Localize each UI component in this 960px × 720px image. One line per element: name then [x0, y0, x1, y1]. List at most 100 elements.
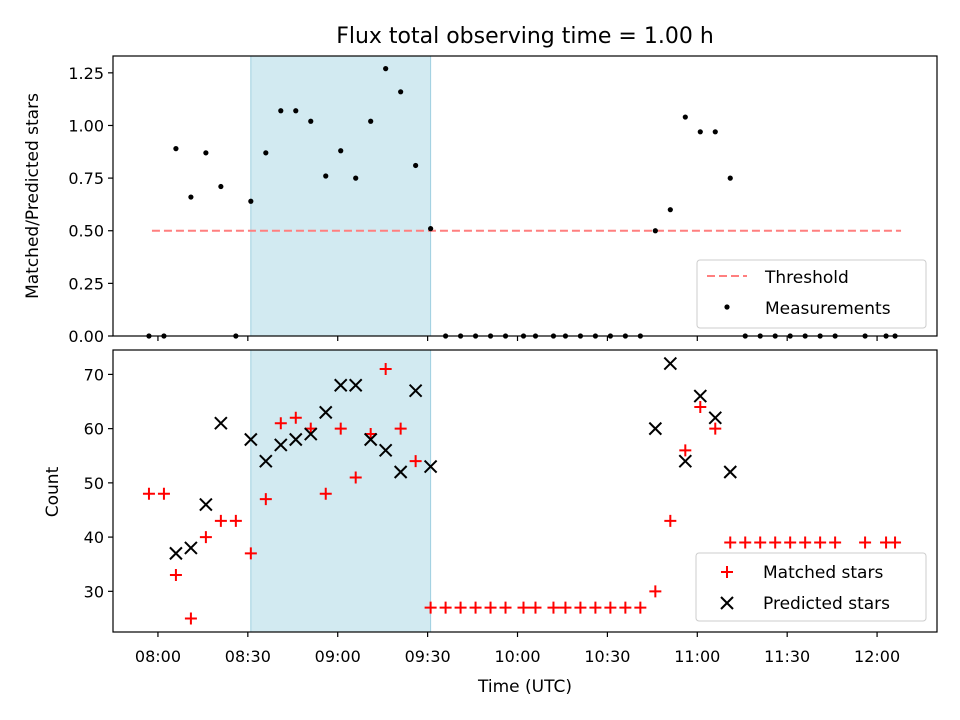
predicted-star-point	[723, 465, 737, 479]
measurement-point	[413, 162, 419, 169]
y-tick-label: 0.25	[68, 274, 104, 293]
measurement-point	[682, 114, 688, 120]
matched-star-point	[304, 422, 317, 435]
matched-star-point	[244, 547, 257, 560]
measurement-point	[188, 194, 194, 200]
matched-star-point	[739, 536, 752, 549]
matched-star-point	[769, 536, 782, 549]
matched-star-point	[364, 428, 377, 441]
matched-star-point	[547, 601, 560, 614]
matched-star-point	[709, 422, 722, 435]
x-tick-label: 11:30	[764, 647, 810, 666]
chart-title: Flux total observing time = 1.00 h	[336, 24, 714, 49]
matched-star-point	[259, 493, 272, 506]
matched-star-point	[214, 514, 227, 527]
predicted-star-point	[259, 454, 273, 468]
matched-star-point	[379, 362, 392, 375]
measurement-point	[293, 108, 299, 114]
predicted-star-point	[184, 541, 198, 555]
measurement-point	[173, 146, 179, 152]
matched-star-point	[157, 487, 170, 500]
measurement-point	[323, 173, 329, 179]
measurement-point	[712, 129, 718, 135]
matched-star-point	[694, 400, 707, 413]
x-tick-label: 10:30	[584, 647, 630, 666]
predicted-star-point	[693, 389, 707, 403]
measurement-point	[353, 175, 359, 181]
y-tick-label: 0.00	[68, 327, 104, 346]
x-tick-label: 08:30	[225, 647, 271, 666]
matched-star-point	[754, 536, 767, 549]
predicted-star-point	[393, 465, 408, 479]
predicted-star-point	[289, 432, 303, 447]
measurement-point	[218, 183, 224, 190]
matched-star-point	[859, 536, 872, 549]
matched-star-point	[169, 569, 182, 582]
matched-star-point	[589, 601, 602, 614]
matched-star-point	[469, 601, 482, 614]
y-tick-label: 30	[84, 582, 104, 601]
y-tick-label: 60	[84, 420, 104, 439]
measurement-point	[308, 118, 314, 124]
matched-star-point	[784, 536, 797, 549]
measurement-point	[652, 228, 658, 234]
highlight-span	[250, 349, 432, 633]
matched-star-point	[319, 487, 332, 500]
legend-matched-marker	[721, 566, 733, 578]
matched-star-point	[679, 444, 692, 457]
matched-star-point	[724, 536, 737, 549]
matched-star-point	[889, 536, 902, 549]
legend-measurements-marker	[724, 304, 730, 310]
predicted-star-point	[408, 383, 423, 398]
y-tick-label: 0.75	[68, 169, 104, 188]
legend-predicted-marker	[720, 596, 734, 610]
highlight-span	[250, 55, 432, 337]
matched-star-point	[664, 514, 677, 527]
y-tick-label: 70	[84, 365, 104, 384]
predicted-star-point	[169, 546, 183, 561]
predicted-star-point	[334, 378, 348, 392]
matched-star-point	[142, 487, 155, 500]
predicted-star-point	[304, 427, 318, 441]
legend-box	[696, 259, 927, 329]
x-tick-label: 08:00	[135, 647, 181, 666]
matched-star-point	[634, 601, 647, 614]
matched-star-point	[199, 531, 212, 544]
matched-star-point	[394, 422, 407, 435]
predicted-star-point	[648, 421, 663, 436]
legend-measurements-label: Measurements	[765, 299, 891, 319]
matched-star-point	[409, 455, 422, 468]
y-tick-label: 0.50	[68, 222, 104, 241]
measurement-point	[338, 148, 344, 154]
measurement-point	[727, 175, 733, 181]
predicted-star-point	[244, 432, 258, 447]
matched-star-point	[559, 601, 572, 614]
predicted-star-point	[423, 459, 438, 474]
predicted-star-point	[199, 497, 213, 512]
legend-box	[695, 552, 927, 622]
legend: Threshold Measurements	[696, 259, 927, 329]
measurement-point	[697, 129, 703, 135]
measurement-point	[368, 118, 374, 124]
x-tick-label: 12:00	[854, 647, 900, 666]
matched-star-point	[334, 422, 347, 435]
x-tick-label: 10:00	[494, 647, 540, 666]
legend-matched-label: Matched stars	[763, 563, 883, 583]
matched-star-point	[454, 601, 467, 614]
matched-star-point	[229, 514, 242, 527]
predicted-star-point	[708, 411, 722, 425]
legend-predicted-label: Predicted stars	[763, 594, 890, 614]
measurement-point	[383, 66, 389, 72]
x-tick-label: 11:00	[674, 647, 720, 666]
measurement-point	[263, 150, 269, 156]
predicted-star-point	[214, 416, 228, 430]
predicted-star-point	[348, 378, 363, 392]
predicted-star-point	[363, 432, 378, 447]
x-tick-label: 09:30	[405, 647, 451, 666]
matched-star-point	[574, 601, 587, 614]
measurement-point	[398, 89, 404, 95]
predicted-star-point	[663, 356, 678, 371]
measurement-point	[667, 207, 673, 213]
measurement-point	[428, 226, 434, 232]
y-tick-label: 40	[84, 528, 104, 547]
